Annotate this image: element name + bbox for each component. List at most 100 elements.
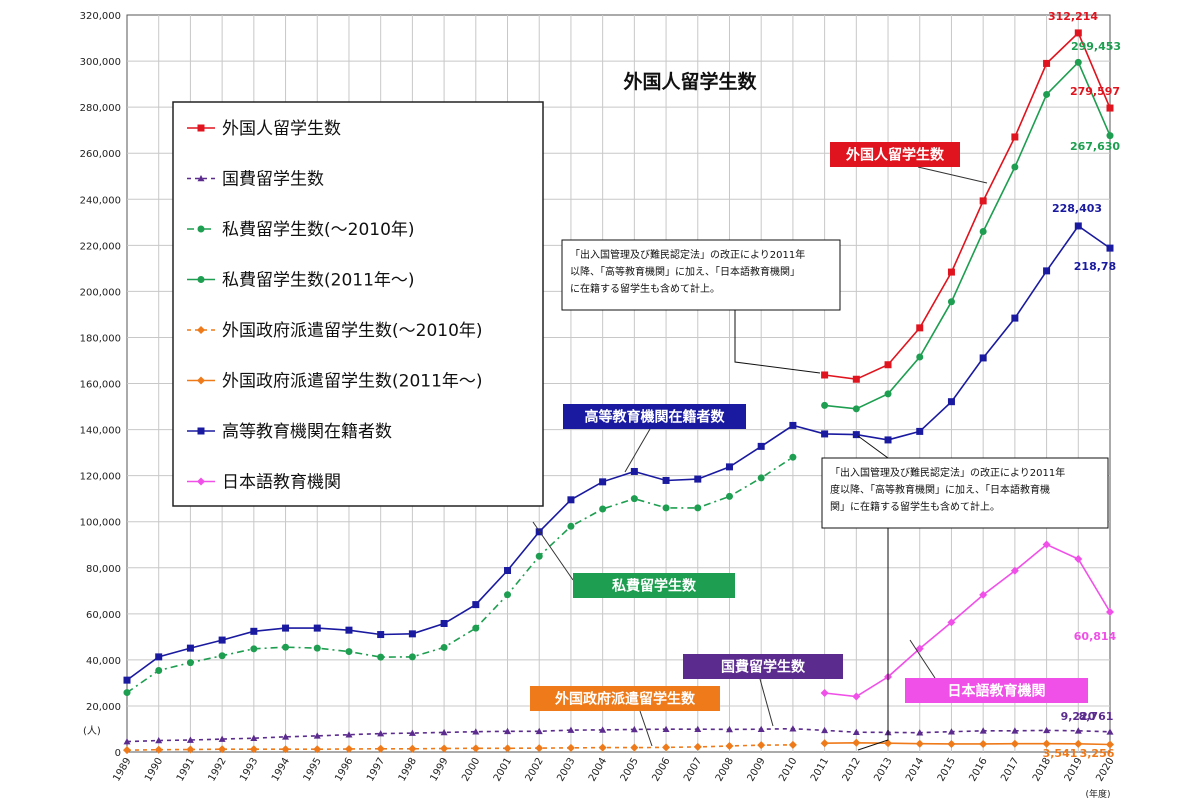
series-group (123, 725, 1114, 745)
series-group (821, 29, 1114, 383)
data-point (1043, 59, 1051, 67)
data-point (820, 689, 829, 698)
data-point (979, 227, 987, 235)
callout: 日本語教育機関 (905, 639, 1088, 703)
data-point (218, 652, 226, 660)
x-tick-label: 1995 (302, 756, 324, 784)
x-tick-label: 1998 (397, 756, 419, 784)
note-leader (857, 528, 889, 751)
data-point (535, 744, 544, 753)
data-point (1011, 163, 1019, 171)
x-tick-label: 1991 (175, 756, 197, 784)
x-tick-label: 2009 (746, 756, 768, 784)
data-point (947, 618, 956, 627)
data-point (725, 742, 734, 751)
data-point (345, 731, 353, 738)
x-tick-label: 2019 (1063, 756, 1085, 784)
legend-label: 私費留学生数(2011年～) (222, 271, 415, 291)
data-point (979, 354, 987, 362)
data-point (197, 326, 205, 334)
data-point (852, 405, 860, 413)
data-point (440, 619, 448, 627)
data-point (535, 727, 543, 735)
legend-item: 国費留学生数 (187, 170, 324, 190)
data-point (313, 624, 321, 632)
data-point (1074, 739, 1083, 748)
data-label: 267,630 (1070, 140, 1120, 153)
data-point (915, 739, 924, 748)
data-point (282, 643, 290, 651)
x-tick-label: 2013 (872, 756, 894, 784)
data-point (440, 744, 449, 753)
data-point (197, 376, 205, 385)
legend-label: 日本語教育機関 (222, 473, 341, 493)
data-point (154, 745, 163, 754)
data-point (947, 398, 955, 406)
data-point (662, 504, 670, 512)
data-point (186, 644, 194, 652)
legend-label: 高等教育機関在籍者数 (222, 422, 392, 442)
data-point (820, 739, 829, 748)
data-label: 8,761 (1079, 710, 1114, 723)
data-point (408, 630, 416, 638)
legend-item: 外国人留学生数 (187, 119, 341, 139)
callout-leader (909, 639, 936, 679)
data-point (630, 467, 638, 475)
x-tick-label: 1989 (111, 756, 133, 784)
data-point (789, 453, 797, 461)
series-group (820, 738, 1114, 749)
note-text: に在籍する留学生も含めて計上。 (570, 282, 720, 295)
data-point (249, 745, 258, 754)
data-point (345, 648, 353, 656)
chart-title: 外国人留学生数 (623, 70, 757, 93)
data-point (313, 745, 322, 754)
data-point (1043, 90, 1051, 98)
data-point (503, 744, 512, 753)
legend-item: 外国政府派遣留学生数(2011年～) (187, 372, 483, 392)
x-tick-label: 1999 (428, 756, 450, 784)
data-point (408, 729, 416, 736)
note-text: 度以降、「高等教育機関」に加え、「日本語教育機 (830, 483, 1050, 496)
data-point (123, 746, 131, 755)
x-tick-label: 1997 (365, 756, 387, 784)
data-point (916, 427, 924, 435)
data-point (757, 725, 765, 732)
data-point (916, 324, 924, 332)
data-point (852, 431, 860, 439)
note-frame (561, 239, 841, 311)
data-label: 279,597 (1070, 85, 1120, 98)
data-point (852, 375, 860, 383)
y-tick-label: 140,000 (80, 426, 121, 437)
series-group (123, 740, 797, 755)
data-point (884, 361, 892, 369)
callout: 外国人留学生数 (830, 142, 988, 184)
data-point (155, 736, 163, 744)
x-tick-label: 2014 (904, 756, 926, 784)
data-point (725, 492, 733, 500)
callout-leader (759, 678, 774, 727)
x-tick-label: 2011 (809, 756, 831, 784)
data-point (376, 744, 385, 753)
x-tick-label: 2012 (841, 756, 863, 784)
data-point (250, 645, 258, 653)
y-tick-label: 180,000 (80, 333, 121, 344)
data-point (345, 626, 353, 634)
data-point (947, 728, 955, 735)
data-point (757, 442, 765, 450)
data-point (440, 643, 448, 651)
data-point (377, 730, 385, 737)
data-point (250, 627, 258, 635)
y-tick-label: 220,000 (80, 241, 121, 252)
data-point (662, 725, 670, 732)
data-point (1010, 566, 1019, 575)
data-point (377, 631, 385, 639)
data-point (884, 739, 893, 748)
series-line (126, 224, 1111, 681)
data-point (123, 689, 131, 697)
series-line (824, 741, 1111, 746)
data-point (567, 522, 575, 530)
data-point (197, 124, 205, 132)
data-point (694, 504, 702, 512)
legend-label: 私費留学生数(～2010年) (222, 220, 415, 240)
callout-box (530, 686, 720, 711)
